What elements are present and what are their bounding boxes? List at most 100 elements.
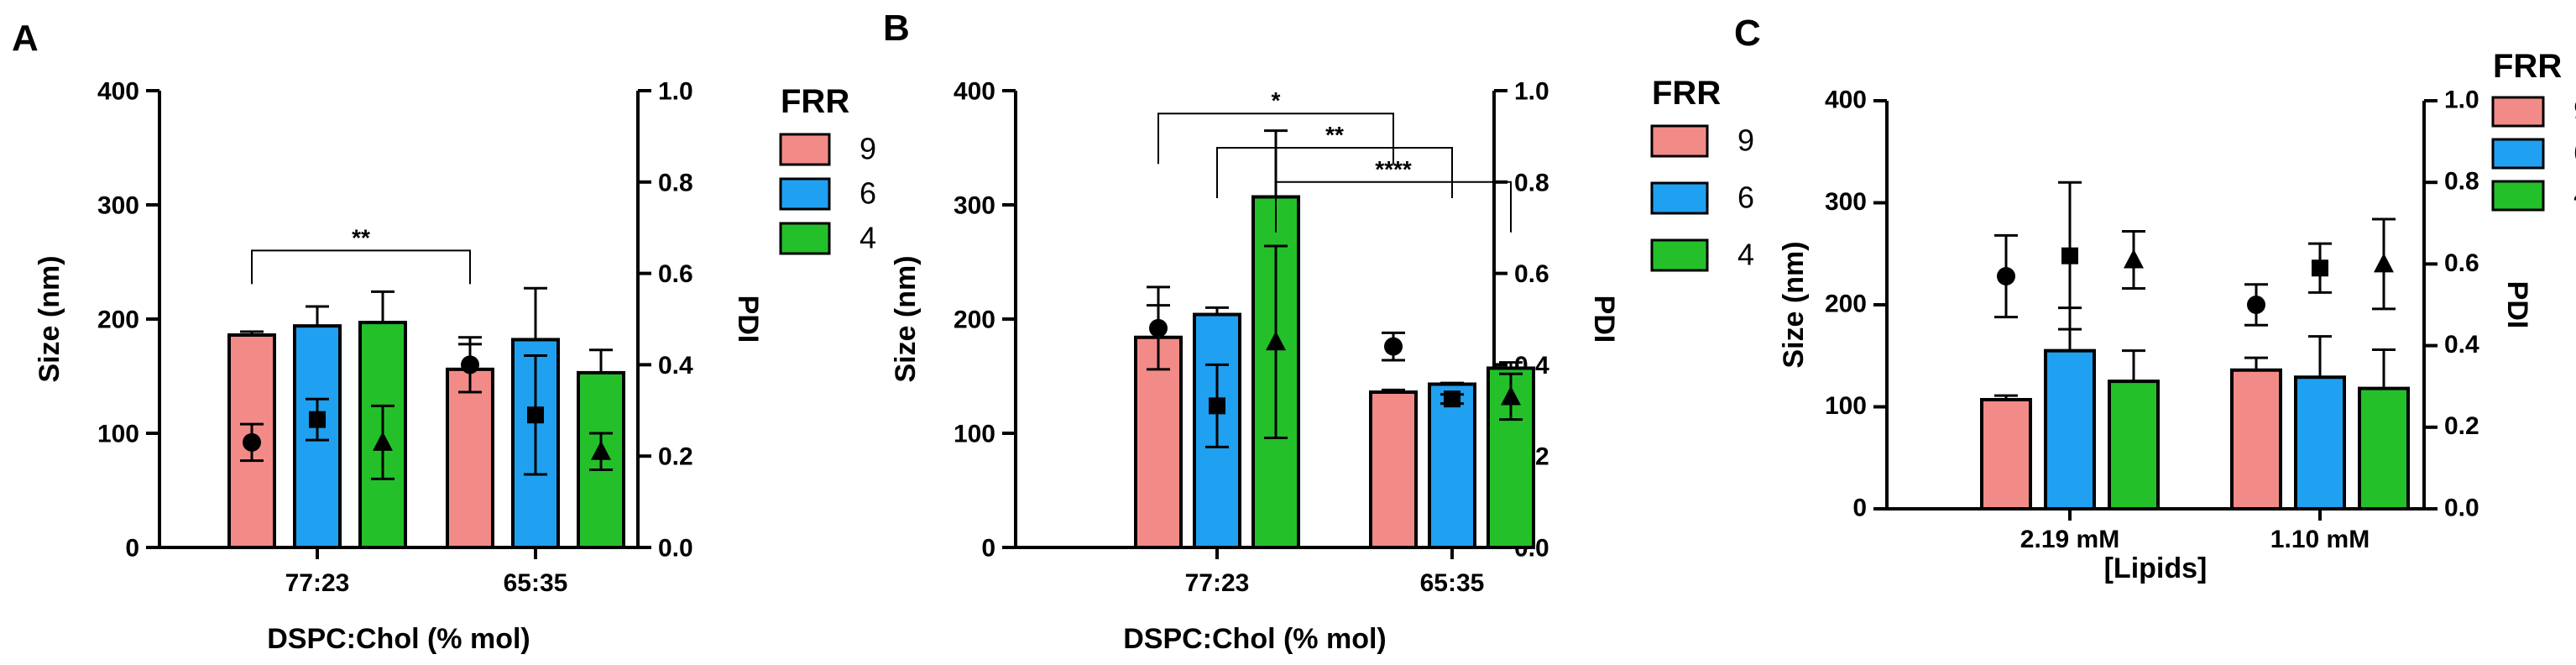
pdi-marker-square bbox=[309, 411, 326, 428]
pdi-marker-square bbox=[1209, 397, 1225, 415]
significance-bracket bbox=[1216, 147, 1453, 198]
legend-swatch-frr-4 bbox=[1650, 238, 1709, 272]
legend-label-frr-9: 9 bbox=[2573, 93, 2576, 128]
panel-label: C bbox=[1734, 13, 1761, 54]
x-tick-label: 2.19 mM bbox=[2020, 526, 2119, 553]
legend-label-frr-6: 6 bbox=[1737, 181, 1754, 215]
bar-frr-6 bbox=[2044, 348, 2096, 511]
right-y-axis-title: PDI bbox=[732, 296, 764, 343]
pdi-marker-circle bbox=[1149, 318, 1168, 338]
left-y-axis-title: Size (nm) bbox=[1778, 241, 1810, 368]
left-tick-label: 300 bbox=[954, 192, 995, 220]
right-tick-label: 0.8 bbox=[658, 169, 693, 196]
legend-title: FRR bbox=[1652, 75, 1721, 112]
right-tick-label: 0.4 bbox=[658, 352, 693, 380]
legend-swatch-frr-9 bbox=[779, 133, 831, 166]
right-y-axis-title: PDI bbox=[1588, 296, 1620, 343]
bar-frr-6 bbox=[2294, 375, 2346, 511]
right-tick-label: 0.6 bbox=[658, 260, 693, 288]
legend-swatch-frr-6 bbox=[779, 177, 831, 211]
legend-label-frr-6: 6 bbox=[860, 176, 876, 211]
bar-frr-4 bbox=[2358, 386, 2410, 511]
legend-label-frr-4: 4 bbox=[1737, 238, 1754, 272]
bar-frr-9 bbox=[1134, 335, 1183, 550]
right-tick-label: 1.0 bbox=[658, 78, 693, 106]
x-tick-label: 65:35 bbox=[1420, 569, 1485, 597]
left-tick-label: 400 bbox=[97, 78, 139, 106]
pdi-marker-triangle bbox=[1501, 385, 1521, 406]
pdi-marker-circle bbox=[461, 355, 479, 374]
bar-frr-9 bbox=[2230, 368, 2282, 511]
right-tick-label: 0.8 bbox=[1514, 169, 1549, 196]
legend: FRR 9 6 4 bbox=[2491, 48, 2576, 212]
legend-label-frr-6: 6 bbox=[2573, 135, 2576, 170]
bar-frr-9 bbox=[446, 367, 494, 549]
significance-label: ** bbox=[352, 224, 370, 250]
left-tick-label: 100 bbox=[954, 421, 995, 448]
x-tick-label: 77:23 bbox=[1185, 569, 1250, 597]
legend-label-frr-4: 4 bbox=[2573, 177, 2576, 212]
significance-bracket bbox=[251, 249, 471, 285]
right-tick-label: 0.0 bbox=[2444, 494, 2479, 521]
bar-frr-9 bbox=[1980, 397, 2032, 511]
x-tick-label: 77:23 bbox=[285, 569, 350, 597]
left-y-axis-title: Size (nm) bbox=[34, 255, 65, 382]
pdi-marker-triangle bbox=[2124, 249, 2144, 269]
pdi-marker-circle bbox=[2247, 296, 2265, 314]
legend-label-frr-9: 9 bbox=[1737, 123, 1754, 158]
right-tick-label: 0.4 bbox=[2444, 331, 2479, 359]
x-axis-title: DSPC:Chol (% mol) bbox=[1123, 623, 1387, 655]
left-tick-label: 100 bbox=[1825, 392, 1867, 420]
legend-swatch-frr-6 bbox=[1650, 181, 1709, 215]
x-axis-title: [Lipids] bbox=[2104, 552, 2208, 584]
pdi-marker-triangle bbox=[373, 431, 393, 451]
left-tick-label: 200 bbox=[954, 306, 995, 334]
significance-bracket bbox=[1275, 181, 1512, 233]
right-tick-label: 0.0 bbox=[658, 535, 693, 563]
bar-frr-4 bbox=[2108, 380, 2160, 511]
bar-frr-9 bbox=[1369, 390, 1418, 550]
legend-swatch-frr-9 bbox=[2491, 96, 2545, 128]
left-tick-label: 0 bbox=[1852, 494, 1867, 521]
right-tick-label: 1.0 bbox=[1514, 78, 1549, 106]
pdi-marker-triangle bbox=[591, 440, 611, 460]
pdi-marker-circle bbox=[1384, 337, 1403, 356]
left-tick-label: 0 bbox=[125, 535, 139, 563]
chart-panel-a: A 0 100 200 300 400 0.0 0.2 0.4 0.6 0.8 1.0 77:23 65:… bbox=[12, 18, 876, 655]
legend-swatch-frr-9 bbox=[1650, 124, 1709, 158]
chart-panel-b: B01002003004000.00.20.40.60.81.077:2365:… bbox=[883, 8, 1754, 655]
significance-label: * bbox=[1272, 87, 1281, 113]
pdi-marker-circle bbox=[243, 432, 261, 452]
left-tick-label: 300 bbox=[97, 192, 139, 220]
legend-label-frr-9: 9 bbox=[860, 132, 876, 166]
left-tick-label: 0 bbox=[981, 535, 995, 563]
right-tick-label: 1.0 bbox=[2444, 86, 2479, 113]
legend-title: FRR bbox=[2493, 48, 2562, 85]
x-tick-label: 65:35 bbox=[504, 569, 568, 597]
legend-swatch-frr-6 bbox=[2491, 138, 2545, 170]
pdi-marker-square bbox=[1444, 390, 1460, 408]
pdi-marker-triangle bbox=[1266, 331, 1286, 351]
left-tick-label: 300 bbox=[1825, 188, 1867, 216]
significance-label: ** bbox=[1325, 122, 1344, 148]
pdi-marker-square bbox=[527, 406, 544, 424]
legend-swatch-frr-4 bbox=[2491, 180, 2545, 212]
significance-label: **** bbox=[1375, 156, 1412, 182]
right-tick-label: 0.6 bbox=[2444, 249, 2479, 277]
left-tick-label: 400 bbox=[954, 78, 995, 106]
panel-label: A bbox=[12, 18, 39, 59]
right-tick-label: 0.2 bbox=[658, 443, 693, 471]
right-tick-label: 0.8 bbox=[2444, 168, 2479, 196]
left-tick-label: 200 bbox=[97, 306, 139, 334]
pdi-marker-square bbox=[2061, 247, 2078, 264]
x-tick-label: 1.10 mM bbox=[2270, 526, 2370, 553]
legend-title: FRR bbox=[781, 83, 849, 120]
legend-swatch-frr-4 bbox=[779, 222, 831, 255]
left-tick-label: 200 bbox=[1825, 290, 1867, 317]
pdi-marker-square bbox=[2312, 259, 2328, 277]
panel-label: B bbox=[883, 8, 910, 49]
right-y-axis-title: PDI bbox=[2501, 281, 2533, 329]
legend: FRR 9 6 4 bbox=[779, 83, 876, 255]
left-tick-label: 400 bbox=[1825, 86, 1867, 113]
